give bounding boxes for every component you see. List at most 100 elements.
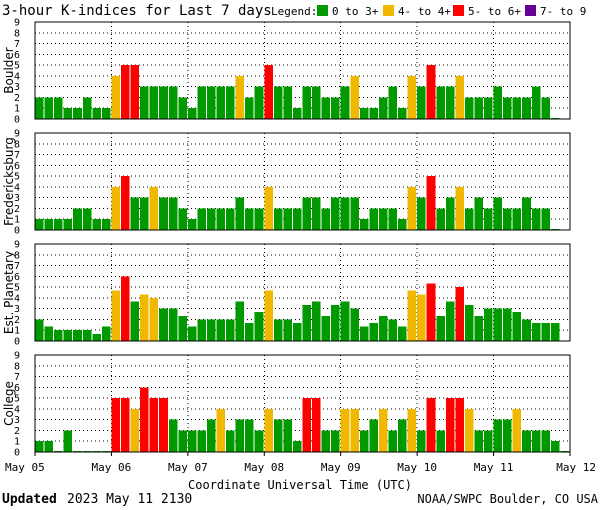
y-tick-label: 3 [14,415,20,426]
y-tick-label: 6 [14,50,20,61]
k-bar [512,312,522,341]
k-bar [35,219,44,230]
k-bar [54,219,63,230]
k-bar [168,308,178,341]
k-bar [130,65,140,119]
legend-swatch-2 [453,5,464,16]
k-bar [178,97,187,119]
k-bar [245,419,254,452]
k-bar [407,408,417,452]
x-tick-label: May 12 [556,461,596,474]
k-bar [187,326,197,341]
k-bar [197,319,206,341]
k-bar [245,208,254,230]
k-bar [531,208,541,230]
k-bar [503,419,512,452]
k-bar [531,430,541,452]
k-bar [44,326,54,341]
k-bar [35,319,44,341]
k-bar [130,197,140,230]
k-bar [426,398,436,452]
k-bar [111,75,120,119]
k-bar [359,108,369,119]
k-bar [273,208,283,230]
legend: 0 to 3+ 4- to 4+ 5- to 6+ 7- to 9 [317,5,586,18]
k-bar [44,441,54,452]
k-bar [254,430,264,452]
k-bar [407,186,417,230]
k-bar [398,326,407,341]
legend-swatch-1 [383,5,394,16]
k-bar [226,86,235,119]
k-bar [455,287,464,341]
k-bar [331,97,340,119]
k-bar [111,290,120,341]
k-bar [474,97,484,119]
k-bar [82,208,92,230]
k-bar [149,297,159,341]
k-bar [178,430,187,452]
legend-text-2: 5- to 6+ [468,5,521,18]
k-bar [417,197,426,230]
k-bar [484,430,493,452]
k-bar [216,208,226,230]
y-tick-label: 2 [14,426,20,437]
k-bar [159,86,168,119]
k-bar [340,408,350,452]
k-bar [178,208,187,230]
k-bar [493,197,503,230]
k-bar [120,176,130,230]
k-bar [92,108,101,119]
y-tick-label: 4 [14,293,20,304]
y-tick-label: 7 [14,39,20,50]
k-bar [541,97,550,119]
k-bar [140,387,149,452]
k-bar [417,430,426,452]
k-bar [273,419,283,452]
k-bar [206,319,216,341]
k-bar [522,319,531,341]
k-bar [484,308,493,341]
k-bar [493,308,503,341]
k-bar [512,97,522,119]
k-bar [292,108,302,119]
k-bar [436,430,445,452]
k-bar [350,75,359,119]
k-bar [235,75,245,119]
k-bar [254,312,264,341]
y-tick-label: 2 [14,315,20,326]
k-bar [550,441,560,452]
k-bar [474,197,484,230]
k-bar [101,108,111,119]
k-bar [541,323,550,341]
k-bar [216,408,226,452]
k-bar [206,419,216,452]
panel-frame [34,132,571,231]
y-tick-label: 0 [14,337,20,348]
k-bar [226,430,235,452]
k-bar [369,108,378,119]
k-bar [226,208,235,230]
station-label: Boulder [2,47,16,94]
legend-swatch-3 [525,5,536,16]
k-bar [73,208,82,230]
k-bar [340,86,350,119]
k-bar [417,86,426,119]
k-bar [283,208,292,230]
x-tick-label: May 10 [397,461,437,474]
k-bar [407,290,417,341]
k-bar [35,441,44,452]
k-bar [484,97,493,119]
panel-frame [34,243,571,342]
k-bar [340,197,350,230]
k-bar [120,276,130,341]
legend-text-0: 0 to 3+ [332,5,379,18]
legend-swatch-0 [317,5,328,16]
y-tick-label: 5 [14,61,20,72]
k-bar [206,208,216,230]
legend-text-1: 4- to 4+ [398,5,451,18]
k-bar [312,197,321,230]
k-bar [82,330,92,341]
